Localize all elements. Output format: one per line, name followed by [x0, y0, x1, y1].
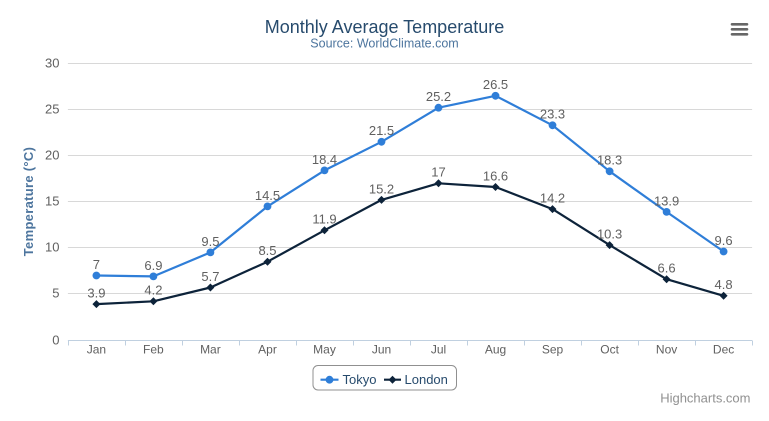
svg-text:14.5: 14.5 [255, 188, 280, 203]
svg-text:Apr: Apr [258, 343, 277, 357]
svg-text:Sep: Sep [542, 343, 564, 357]
svg-text:Highcharts.com: Highcharts.com [660, 391, 750, 406]
svg-text:5.7: 5.7 [201, 269, 219, 284]
svg-text:14.2: 14.2 [540, 191, 565, 206]
svg-text:Temperature (°C): Temperature (°C) [21, 147, 36, 256]
svg-text:13.9: 13.9 [654, 193, 679, 208]
svg-text:London: London [405, 372, 448, 387]
svg-text:Monthly Average Temperature: Monthly Average Temperature [265, 17, 504, 37]
svg-text:18.3: 18.3 [597, 153, 622, 168]
svg-text:0: 0 [52, 332, 59, 347]
svg-text:25.2: 25.2 [426, 89, 451, 104]
svg-text:Oct: Oct [600, 343, 619, 357]
svg-text:20: 20 [45, 148, 59, 163]
svg-text:25: 25 [45, 102, 59, 117]
svg-text:Feb: Feb [143, 343, 164, 357]
svg-text:10.3: 10.3 [597, 227, 622, 242]
svg-text:4.8: 4.8 [715, 277, 733, 292]
svg-text:Tokyo: Tokyo [343, 372, 377, 387]
svg-text:23.3: 23.3 [540, 107, 565, 122]
svg-text:6.9: 6.9 [144, 258, 162, 273]
svg-text:17: 17 [431, 165, 445, 180]
svg-text:9.5: 9.5 [201, 234, 219, 249]
svg-text:9.6: 9.6 [715, 233, 733, 248]
svg-text:Jan: Jan [87, 343, 106, 357]
svg-text:Mar: Mar [200, 343, 221, 357]
svg-text:10: 10 [45, 240, 59, 255]
svg-text:8.5: 8.5 [258, 243, 276, 258]
svg-text:15.2: 15.2 [369, 181, 394, 196]
svg-text:3.9: 3.9 [87, 286, 105, 301]
svg-text:26.5: 26.5 [483, 77, 508, 92]
svg-text:5: 5 [52, 286, 59, 301]
svg-text:May: May [313, 343, 336, 357]
svg-text:18.4: 18.4 [312, 152, 337, 167]
svg-text:Aug: Aug [485, 343, 506, 357]
svg-text:11.9: 11.9 [312, 212, 336, 227]
svg-text:6.6: 6.6 [658, 261, 676, 276]
svg-text:16.6: 16.6 [483, 168, 508, 183]
svg-text:4.2: 4.2 [144, 283, 162, 298]
svg-text:30: 30 [45, 56, 59, 71]
svg-text:21.5: 21.5 [369, 123, 394, 138]
svg-text:7: 7 [93, 257, 100, 272]
svg-text:Nov: Nov [656, 343, 677, 357]
svg-text:Jul: Jul [431, 343, 446, 357]
svg-text:Dec: Dec [713, 343, 734, 357]
svg-text:15: 15 [45, 194, 59, 209]
svg-text:Source: WorldClimate.com: Source: WorldClimate.com [310, 37, 458, 51]
svg-text:Jun: Jun [372, 343, 391, 357]
